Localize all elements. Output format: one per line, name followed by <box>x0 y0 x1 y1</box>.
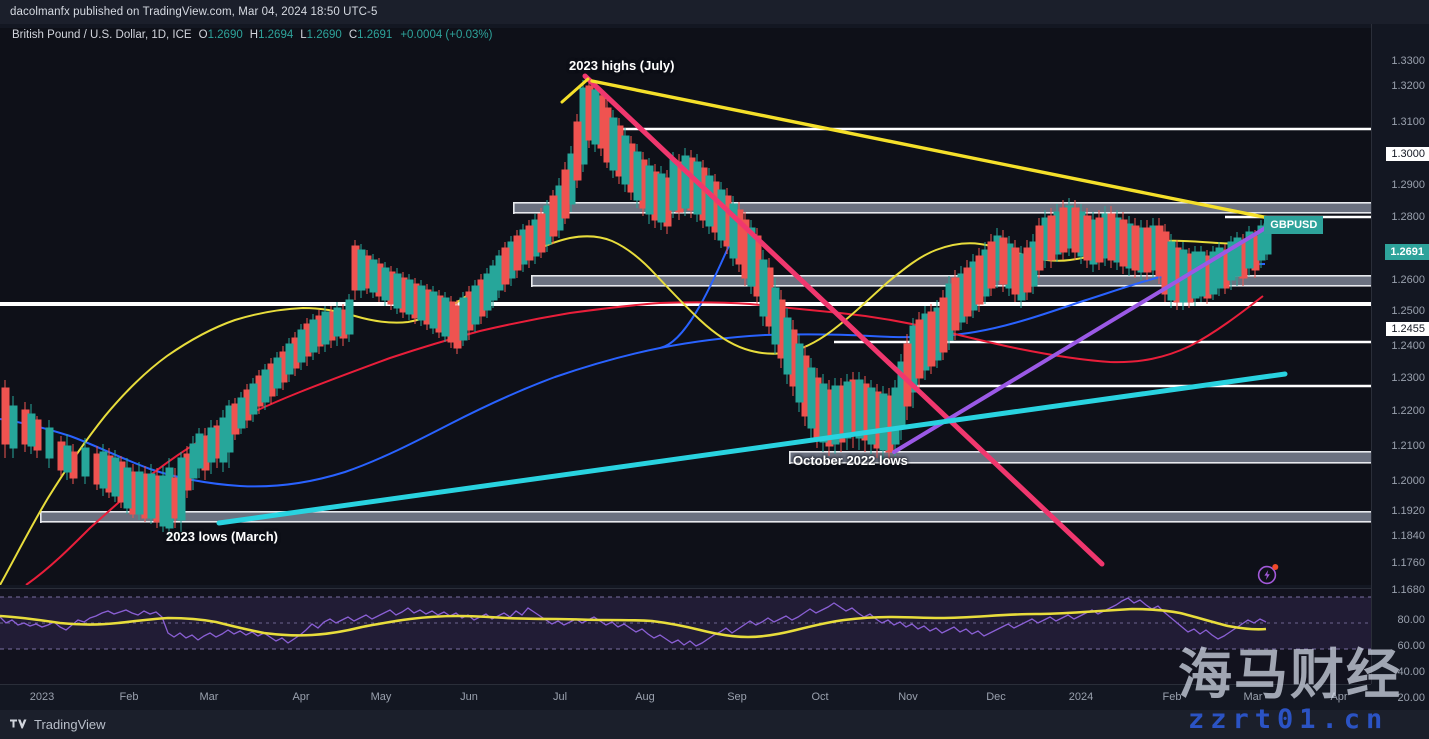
publisher-bar: dacolmanfx published on TradingView.com,… <box>0 0 1429 24</box>
time-tick-jul: Jul <box>552 691 568 703</box>
trendline-2023-highs-pink <box>582 73 1105 567</box>
price-tick-1-2200: 1.2200 <box>1391 405 1425 417</box>
price-tick-1-3100: 1.3100 <box>1391 116 1425 128</box>
publisher-text: dacolmanfx published on TradingView.com,… <box>10 6 378 18</box>
time-tick-2024: 2024 <box>1068 691 1094 703</box>
price-tick-1-2300: 1.2300 <box>1391 372 1425 384</box>
zone-1-2090 <box>789 451 1371 464</box>
price-tick-1-2400: 1.2400 <box>1391 340 1425 352</box>
time-tick-may: May <box>370 691 392 703</box>
ma-mid-red <box>25 295 1264 585</box>
time-tick-apr: Apr <box>292 691 310 703</box>
time-tick-feb: Feb <box>119 691 139 703</box>
footer-bar: TradingView <box>0 710 1429 739</box>
price-tick-1-2800: 1.2800 <box>1391 211 1425 223</box>
time-tick-mar: Mar <box>1243 691 1263 703</box>
price-tick-1-2900: 1.2900 <box>1391 179 1425 191</box>
tradingview-mark-icon <box>10 719 27 728</box>
time-tick-jun: Jun <box>460 691 478 703</box>
time-tick-feb: Feb <box>1162 691 1182 703</box>
zone-1-1840 <box>40 511 1371 523</box>
rsi-ma-line <box>0 607 1267 639</box>
time-tick-2023: 2023 <box>29 691 55 703</box>
price-tick-80-00: 80.00 <box>1397 614 1425 626</box>
price-tick-1-1840: 1.1840 <box>1391 530 1425 542</box>
annotation-pointer-yellow <box>560 77 590 104</box>
rsi-line <box>0 597 1267 647</box>
symbol-price-badge: GBPUSD 1.2691 <box>1264 216 1371 234</box>
annotation-october-2022-lows: October 2022 lows <box>793 453 908 468</box>
price-tick-1-1760: 1.1760 <box>1391 557 1425 569</box>
ohlc-high-value: 1.2694 <box>258 29 294 41</box>
price-tick-1-2100: 1.2100 <box>1391 440 1425 452</box>
zone-1-2800 <box>513 202 1371 214</box>
ohlc-high-label: H <box>249 29 259 41</box>
ohlc-open-value: 1.2690 <box>207 29 243 41</box>
annotation-2023-highs: 2023 highs (July) <box>569 58 675 73</box>
tradingview-logo[interactable]: TradingView <box>10 717 106 732</box>
price-tick-1-2455: 1.2455 <box>1386 322 1429 336</box>
price-tick-1-3200: 1.3200 <box>1391 80 1425 92</box>
time-tick-aug: Aug <box>635 691 655 703</box>
ohlc-close-value: 1.2691 <box>357 29 393 41</box>
time-tick-apr: Apr <box>1330 691 1348 703</box>
price-pane-canvas <box>0 73 1371 585</box>
ohlc-open-label: O <box>198 29 208 41</box>
price-tick-1-3000: 1.3000 <box>1386 147 1429 161</box>
price-tick-40-00: 40.00 <box>1397 666 1425 678</box>
price-tick-60-00: 60.00 <box>1397 640 1425 652</box>
time-tick-sep: Sep <box>727 691 747 703</box>
trendline-2023-lows-cyan <box>216 371 1288 526</box>
ohlc-low-value: 1.2690 <box>306 29 342 41</box>
rsi-pane[interactable] <box>0 588 1371 684</box>
trendline-ascending-support-purple <box>892 222 1274 454</box>
annotation-2023-lows: 2023 lows (March) <box>166 529 278 544</box>
price-scale[interactable]: 1.3300 1.3200 1.3100 1.3000 1.2900 1.2800 1.26… <box>1371 24 1429 704</box>
price-tick-1-2500: 1.2500 <box>1391 305 1425 317</box>
symbol-description: British Pound / U.S. Dollar, 1D, ICE <box>12 29 192 41</box>
price-tick-1-1680: 1.1680 <box>1391 584 1425 596</box>
time-tick-oct: Oct <box>811 691 829 703</box>
price-pane[interactable] <box>0 28 1371 585</box>
ohlc-close-label: C <box>348 29 358 41</box>
candlesticks <box>1 80 1272 538</box>
lightning-icon[interactable] <box>1257 563 1279 585</box>
tradingview-wordmark: TradingView <box>34 717 106 732</box>
price-tick-1-3300: 1.3300 <box>1391 55 1425 67</box>
rsi-pane-canvas <box>0 589 1371 684</box>
price-tick-1-2000: 1.2000 <box>1391 475 1425 487</box>
time-tick-nov: Nov <box>898 691 918 703</box>
time-tick-mar: Mar <box>199 691 219 703</box>
price-tick-1-1920: 1.1920 <box>1391 505 1425 517</box>
symbol-legend[interactable]: British Pound / U.S. Dollar, 1D, ICE O 1.… <box>0 24 1371 46</box>
trendline-descending-resistance-yellow <box>590 79 1320 230</box>
time-scale[interactable]: 2023 Feb Mar Apr May Jun Jul Aug Sep Oct Nov Dec 202… <box>0 684 1371 710</box>
symbol-badge-ticker: GBPUSD <box>1264 216 1324 234</box>
ohlc-change: +0.0004 (+0.03%) <box>400 29 493 41</box>
price-tick-20-00: 20.00 <box>1397 692 1425 704</box>
time-tick-dec: Dec <box>986 691 1006 703</box>
ma-fast-yellow <box>0 235 1269 585</box>
price-tick-1-2691: 1.2691 <box>1385 244 1429 260</box>
price-tick-1-2600: 1.2600 <box>1391 274 1425 286</box>
ohlc-low-label: L <box>300 29 307 41</box>
